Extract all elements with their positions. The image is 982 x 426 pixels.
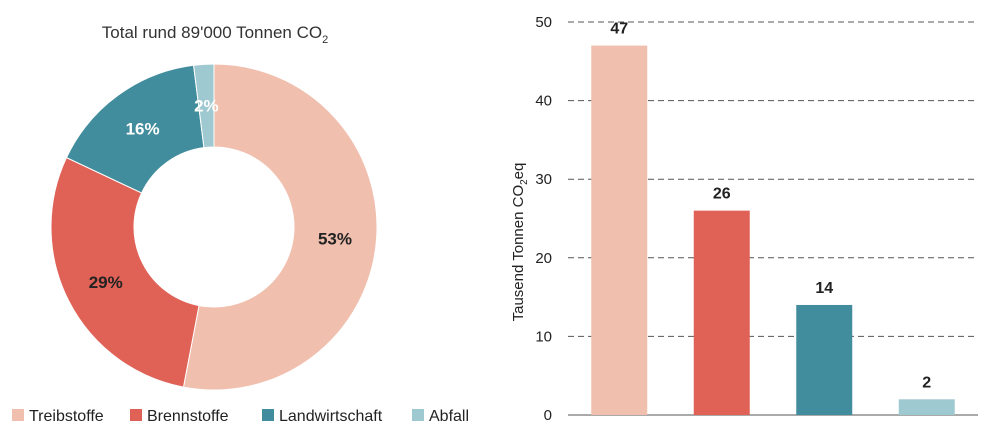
y-tick-0: 0 xyxy=(544,407,552,424)
donut-slice-treibstoffe xyxy=(182,63,378,391)
bar-abfall xyxy=(898,399,955,415)
donut-slices xyxy=(50,63,378,391)
legend-swatch-landwirtschaft xyxy=(262,409,274,421)
y-tick-30: 30 xyxy=(535,171,552,188)
bar-label-abfall: 2 xyxy=(922,374,931,391)
donut-title-text: Total rund 89'000 Tonnen CO xyxy=(102,23,322,42)
donut-title: Total rund 89'000 Tonnen CO2 xyxy=(102,23,328,46)
legend-swatch-abfall xyxy=(412,409,424,421)
y-tick-50: 50 xyxy=(535,14,552,31)
y-tick-40: 40 xyxy=(535,93,552,110)
bar-brennstoffe xyxy=(693,210,750,415)
donut-label-landwirtschaft: 16% xyxy=(126,120,160,139)
y-tick-20: 20 xyxy=(535,250,552,267)
bar-value-labels: 47 26 14 2 xyxy=(610,21,931,392)
bar-label-brennstoffe: 26 xyxy=(713,186,731,203)
bars xyxy=(591,45,955,415)
legend-label-abfall: Abfall xyxy=(429,408,469,425)
donut-slice-landwirtschaft xyxy=(65,64,205,194)
bar-label-treibstoffe: 47 xyxy=(610,21,628,38)
y-tick-10: 10 xyxy=(535,328,552,345)
legend: Treibstoffe Brennstoffe Landwirtschaft Abfa… xyxy=(12,408,469,425)
y-tick-labels: 0 10 20 30 40 50 xyxy=(535,14,552,424)
bar-treibstoffe xyxy=(591,45,648,415)
donut-title-subscript: 2 xyxy=(322,34,328,46)
y-axis-label-before: Tausend Tonnen CO xyxy=(510,185,527,322)
donut-labels: 53% 29% 16% 2% xyxy=(89,97,352,292)
legend-swatch-treibstoffe xyxy=(12,409,24,421)
y-axis-label-after: eq xyxy=(510,163,527,180)
y-axis-label-sub: 2 xyxy=(519,179,530,185)
donut-slice-abfall xyxy=(193,63,215,149)
donut-label-treibstoffe: 53% xyxy=(318,229,352,248)
donut-label-abfall: 2% xyxy=(194,97,219,116)
legend-label-landwirtschaft: Landwirtschaft xyxy=(279,408,383,425)
y-axis-label: Tausend Tonnen CO2eq xyxy=(510,163,530,322)
bar-landwirtschaft xyxy=(796,304,853,415)
donut-chart: Total rund 89'000 Tonnen CO2 53% 29% 16% 2%… xyxy=(12,23,469,425)
legend-swatch-brennstoffe xyxy=(130,409,142,421)
legend-label-treibstoffe: Treibstoffe xyxy=(29,408,104,425)
donut-label-brennstoffe: 29% xyxy=(89,273,123,292)
donut-slice-brennstoffe xyxy=(50,156,200,388)
bar-label-landwirtschaft: 14 xyxy=(815,280,833,297)
legend-label-brennstoffe: Brennstoffe xyxy=(147,408,229,425)
